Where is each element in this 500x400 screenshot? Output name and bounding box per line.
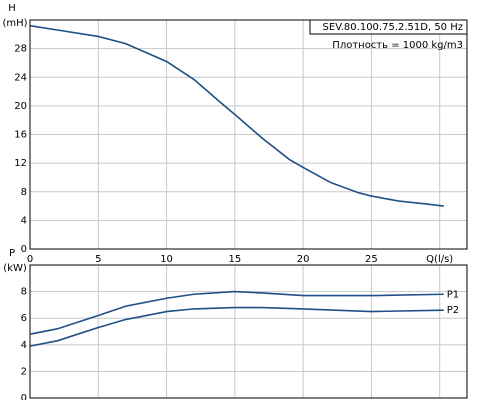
x-tick-label: 20 <box>297 254 310 265</box>
plot-frame <box>29 264 468 399</box>
x-tick-label: 25 <box>365 254 378 265</box>
curve <box>29 290 444 335</box>
x-tick-label: Q(l/s) <box>426 254 453 265</box>
curve <box>29 306 444 347</box>
x-tick-label: 5 <box>95 254 101 265</box>
y-tick-label: 0 <box>21 393 27 400</box>
x-tick-label: 0 <box>27 254 33 265</box>
y-tick-label: 6 <box>21 313 27 324</box>
y-tick-label: 20 <box>14 101 27 112</box>
y-tick-label: 4 <box>21 215 27 226</box>
y-tick-label: 28 <box>14 44 27 55</box>
plot-frame <box>29 19 468 250</box>
legend-label: P1 <box>447 289 459 300</box>
plot-area <box>29 264 468 399</box>
y-tick-label: 8 <box>21 187 27 198</box>
y-axis-label: P <box>9 248 15 259</box>
y-tick-label: 16 <box>14 130 27 141</box>
annotation-box <box>309 19 468 35</box>
y-axis-unit: (kW) <box>3 263 27 274</box>
y-tick-label: 0 <box>21 244 27 255</box>
y-tick-label: 8 <box>21 287 27 298</box>
x-tick-label: 15 <box>228 254 241 265</box>
y-tick-label: 12 <box>14 158 27 169</box>
annotation: SEV.80.100.75.2.51D, 50 Hz <box>323 22 463 33</box>
legend-label: P2 <box>447 305 459 316</box>
y-tick-label: 4 <box>21 340 27 351</box>
y-axis-label: H <box>8 3 16 14</box>
y-tick-label: 2 <box>21 366 27 377</box>
x-tick-label: 10 <box>160 254 173 265</box>
y-tick-label: 24 <box>14 72 27 83</box>
curve <box>29 24 444 207</box>
annotation: Плотность = 1000 kg/m3 <box>332 40 463 51</box>
y-axis-unit: (mH) <box>2 18 27 29</box>
